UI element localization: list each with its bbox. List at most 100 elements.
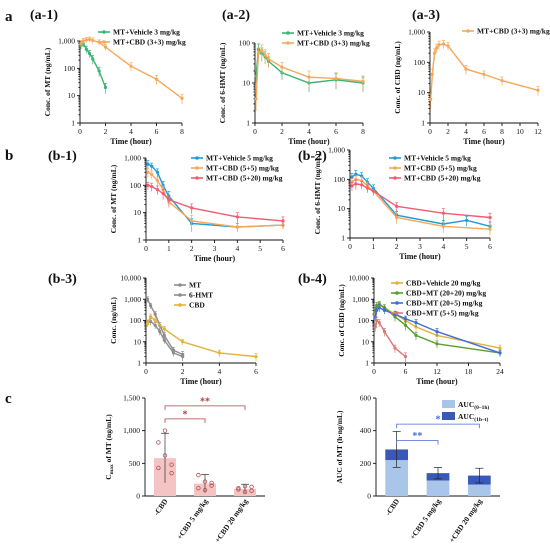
data-point bbox=[103, 45, 108, 49]
data-point bbox=[169, 470, 174, 476]
legend-marker bbox=[286, 31, 290, 35]
data-point bbox=[150, 172, 154, 177]
data-point bbox=[236, 487, 241, 492]
data-point bbox=[81, 39, 85, 43]
data-point bbox=[263, 53, 267, 57]
data-point bbox=[150, 164, 154, 168]
legend-marker bbox=[195, 176, 199, 180]
data-point bbox=[196, 472, 201, 478]
y-axis-label: Conc. of 6-HMT (ng/mL) bbox=[218, 42, 227, 123]
chart-c-2: 0 200 400 600 AUC of MT (h·ng/mL) AUC(0–1h)AU… bbox=[335, 394, 500, 544]
y-tick-label: 10 bbox=[243, 79, 251, 88]
x-tick-label: 10 bbox=[516, 127, 524, 136]
data-point bbox=[146, 162, 150, 166]
series-1 bbox=[79, 36, 184, 104]
y-tick-label: 1 bbox=[246, 118, 250, 127]
legend-swatch bbox=[442, 400, 455, 408]
data-point bbox=[432, 51, 437, 55]
legend-entry: MT bbox=[189, 281, 201, 290]
panel-label: (b-2) bbox=[298, 149, 327, 164]
series-2 bbox=[373, 304, 502, 357]
series-line bbox=[146, 298, 183, 356]
legend-entry: CBD bbox=[189, 301, 205, 310]
data-point bbox=[429, 97, 433, 101]
y-tick-label: 400 bbox=[360, 426, 372, 435]
data-point bbox=[162, 453, 168, 458]
data-point bbox=[202, 487, 208, 493]
data-point bbox=[150, 184, 154, 189]
data-point bbox=[202, 479, 208, 484]
x-tick-label: 0 bbox=[78, 127, 82, 136]
data-point bbox=[488, 215, 492, 220]
data-point bbox=[235, 225, 239, 229]
y-axis-label: Conc. (ng/mL) bbox=[109, 297, 118, 344]
data-point bbox=[350, 184, 354, 188]
series-0 bbox=[79, 40, 108, 94]
y-tick-label: 1,000 bbox=[58, 37, 75, 46]
legend-marker bbox=[395, 301, 399, 305]
significance-label: ** bbox=[200, 396, 210, 407]
series-2 bbox=[145, 313, 258, 362]
category-label: -CBD bbox=[152, 497, 170, 518]
data-point bbox=[371, 189, 375, 193]
data-point bbox=[500, 78, 504, 83]
y-axis-label: Conc. of MT (ng/mL) bbox=[43, 47, 52, 116]
data-point bbox=[91, 38, 95, 43]
y-tick-label: 100 bbox=[414, 58, 426, 67]
data-point bbox=[190, 219, 194, 223]
data-point bbox=[162, 327, 166, 331]
legend-marker bbox=[102, 40, 106, 44]
data-point bbox=[488, 227, 492, 231]
legend-entry: MT+Vehicle 5 mg/kg bbox=[404, 154, 471, 163]
data-point bbox=[84, 47, 88, 51]
data-point bbox=[435, 342, 439, 346]
panel-label: (a-1) bbox=[30, 8, 58, 23]
data-point bbox=[361, 79, 365, 83]
legend-marker bbox=[393, 156, 397, 160]
y-axis-label: Conc. of 6-HMT (ng/mL) bbox=[313, 153, 322, 234]
category-label: +CBD 5 mg/kg bbox=[175, 497, 210, 541]
x-axis-label: Time (hour) bbox=[180, 377, 222, 386]
data-point bbox=[153, 312, 157, 316]
bracket-line bbox=[164, 418, 206, 423]
series-1 bbox=[254, 44, 365, 111]
legend-entry: MT+CBD (5+20) mg/kg bbox=[206, 174, 283, 183]
data-point bbox=[464, 67, 468, 71]
y-tick-label: 10 bbox=[134, 208, 142, 217]
data-point bbox=[148, 319, 153, 324]
y-tick-label: 600 bbox=[360, 394, 372, 403]
data-point bbox=[145, 322, 150, 326]
x-tick-label: 5 bbox=[465, 242, 469, 251]
significance-bracket: * bbox=[396, 415, 480, 429]
significance-bracket: * bbox=[164, 409, 206, 423]
data-point bbox=[377, 306, 381, 310]
significance-label: ** bbox=[412, 431, 422, 442]
data-point bbox=[482, 72, 486, 77]
legend-marker bbox=[195, 156, 199, 160]
data-point bbox=[162, 428, 168, 433]
y-tick-label: 1,500 bbox=[123, 394, 140, 403]
y-axis-label: AUC of MT (h·ng/mL) bbox=[335, 410, 344, 483]
legend-marker bbox=[178, 283, 182, 287]
data-point bbox=[435, 46, 439, 50]
category-label: +CBD 20 mg/kg bbox=[213, 497, 250, 544]
category-label: +CBD 20 mg/kg bbox=[447, 497, 484, 544]
data-point bbox=[217, 351, 221, 355]
data-point bbox=[180, 96, 184, 100]
legend-entry: MT+Vehicle 3 mg/kg bbox=[297, 29, 364, 38]
legend-marker bbox=[393, 176, 397, 180]
series-1 bbox=[350, 175, 492, 236]
x-tick-label: 12 bbox=[433, 367, 441, 376]
bar-segment bbox=[467, 484, 491, 496]
legend-marker bbox=[195, 166, 199, 170]
data-point bbox=[281, 219, 285, 223]
x-tick-label: 1 bbox=[167, 244, 171, 253]
y-tick-label: 1 bbox=[341, 233, 345, 242]
x-tick-label: 2 bbox=[395, 242, 399, 251]
